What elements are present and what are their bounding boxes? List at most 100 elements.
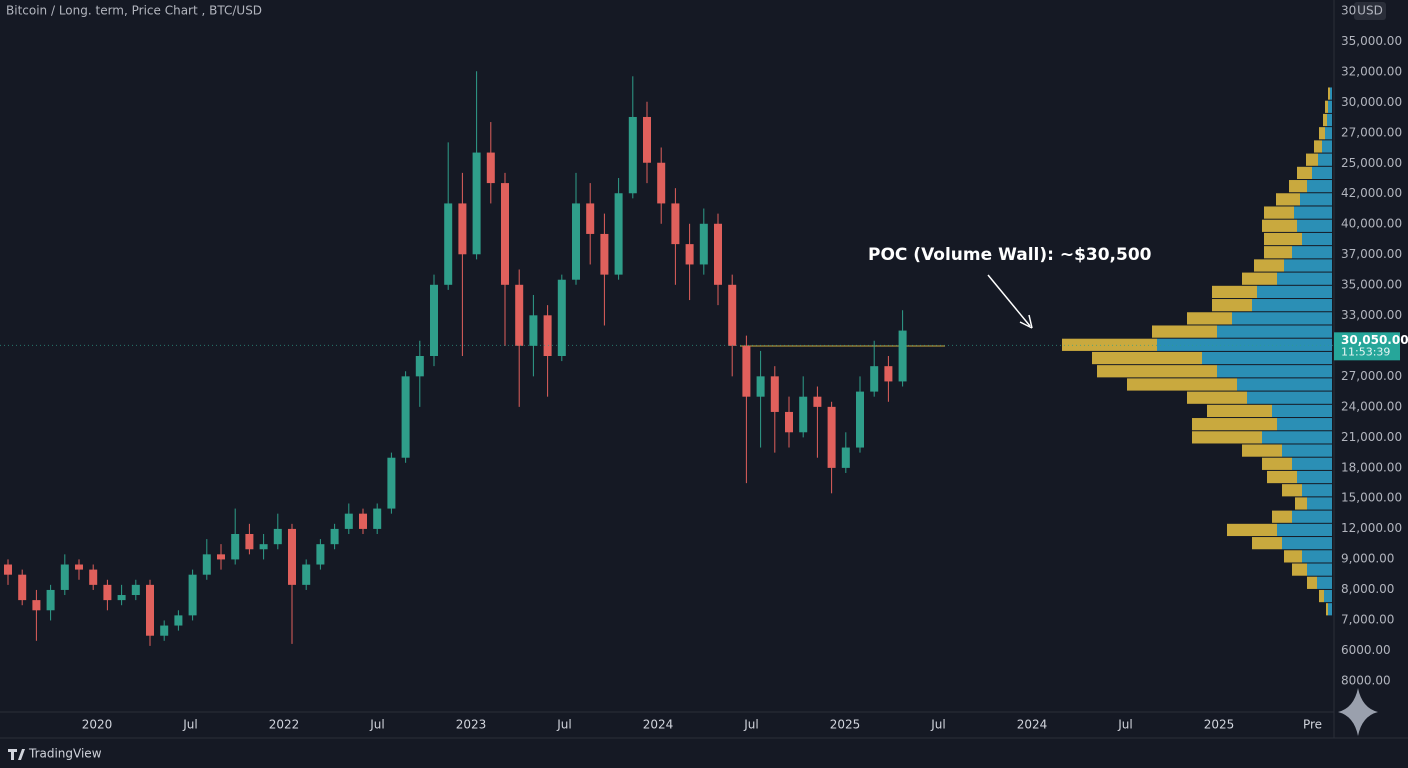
volume-down-bar (1276, 193, 1300, 206)
candle-body (387, 457, 396, 509)
volume-down-bar (1267, 470, 1297, 484)
volume-down-bar (1192, 418, 1277, 431)
time-axis-label: 2022 (269, 718, 300, 732)
volume-down-bar (1323, 113, 1327, 127)
candle-body (472, 152, 481, 255)
chart-title: Bitcoin / Long. term, Price Chart , BTC/… (6, 4, 262, 18)
price-axis-label: 8000.00 (1341, 673, 1391, 687)
candle-body (543, 315, 552, 356)
price-axis-label: 8,000.00 (1341, 582, 1394, 596)
time-axis-label: 2024 (1017, 718, 1048, 732)
candle-body (231, 534, 240, 560)
volume-down-bar (1192, 431, 1262, 444)
price-axis-label: 15,000.00 (1341, 491, 1402, 505)
currency-label[interactable]: USD (1357, 4, 1383, 18)
countdown-label: 11:53:39 (1341, 345, 1390, 358)
volume-up-bar (1202, 351, 1332, 365)
volume-down-bar (1187, 312, 1232, 325)
candle-body (4, 564, 12, 575)
logo-icon (8, 749, 25, 760)
price-axis-label: 30,000.00 (1341, 95, 1402, 109)
candle-body (415, 356, 424, 377)
volume-up-bar (1292, 510, 1332, 523)
candle-body (557, 279, 566, 356)
volume-down-bar (1264, 232, 1302, 246)
candle-body (46, 589, 55, 611)
volume-up-bar (1282, 537, 1332, 550)
volume-up-bar (1324, 589, 1332, 603)
volume-down-bar (1319, 127, 1325, 140)
currency-badge[interactable] (1354, 2, 1386, 20)
candle-body (898, 330, 907, 382)
time-axis-label: Jul (1117, 718, 1132, 732)
volume-up-bar (1322, 140, 1332, 153)
volume-up-bar (1257, 285, 1332, 299)
annotation-arrow (987, 274, 1031, 327)
candle-body (217, 554, 225, 560)
volume-down-bar (1187, 391, 1247, 404)
price-axis-label: 18,000.00 (1341, 460, 1402, 474)
candle-body (628, 116, 637, 194)
time-axis-label: Jul (369, 718, 384, 732)
candle-body (657, 162, 666, 204)
volume-down-bar (1262, 457, 1292, 470)
price-axis-label: 42,000.00 (1341, 186, 1402, 200)
candle-body (813, 396, 822, 407)
volume-up-bar (1277, 272, 1332, 285)
volume-up-bar (1312, 166, 1332, 180)
candle-body (89, 569, 98, 585)
time-axis-label: Jul (182, 718, 197, 732)
volume-up-bar (1277, 523, 1332, 537)
candle-body (699, 223, 708, 265)
volume-down-bar (1062, 338, 1157, 351)
volume-up-bar (1247, 391, 1332, 404)
price-axis-label: 27,000.00 (1341, 369, 1402, 383)
price-axis-label: 21,000.00 (1341, 430, 1402, 444)
sparkle-icon[interactable] (1338, 688, 1378, 736)
volume-up-bar (1297, 219, 1332, 232)
volume-down-bar (1284, 550, 1302, 563)
volume-up-bar (1217, 365, 1332, 378)
price-tag (1334, 332, 1400, 361)
volume-down-bar (1295, 497, 1307, 510)
volume-up-bar (1232, 312, 1332, 325)
brand-name[interactable]: TradingView (28, 747, 102, 761)
candle-body (430, 284, 438, 356)
volume-up-bar (1318, 153, 1332, 166)
volume-up-bar (1294, 206, 1332, 219)
brand-logo[interactable] (8, 749, 25, 760)
volume-down-bar (1254, 259, 1284, 272)
candle-body (870, 366, 879, 392)
candle-body (373, 508, 382, 529)
price-axis-label: 24,000.00 (1341, 399, 1402, 413)
price-axis-label: 6000.00 (1341, 643, 1391, 657)
candle-body (600, 233, 609, 275)
volume-up-bar (1272, 404, 1332, 418)
volume-up-bar (1327, 113, 1332, 127)
candle-body (614, 193, 623, 275)
volume-down-bar (1307, 576, 1317, 589)
candle-body (643, 116, 651, 163)
candle-body (685, 244, 694, 265)
volume-down-bar (1092, 351, 1202, 365)
price-axis-label: 35,000.00 (1341, 278, 1402, 292)
price-axis-label: 27,000.00 (1341, 125, 1402, 139)
volume-down-bar (1297, 166, 1312, 180)
candle-body (856, 391, 864, 448)
volume-up-bar (1297, 470, 1332, 484)
volume-down-bar (1306, 153, 1318, 166)
volume-up-bar (1328, 100, 1332, 113)
candle-body (160, 625, 169, 636)
volume-down-bar (1252, 537, 1282, 550)
candle-body (131, 584, 140, 596)
time-axis-label: Jul (556, 718, 571, 732)
candle-body (202, 554, 211, 575)
volume-up-bar (1282, 444, 1332, 457)
volume-up-bar (1317, 576, 1332, 589)
candle-body (742, 345, 751, 397)
price-axis-label: 37,000.00 (1341, 247, 1402, 261)
candle-body (330, 528, 339, 545)
candle-body (671, 203, 680, 245)
volume-down-bar (1282, 484, 1302, 497)
volume-up-bar (1277, 418, 1332, 431)
